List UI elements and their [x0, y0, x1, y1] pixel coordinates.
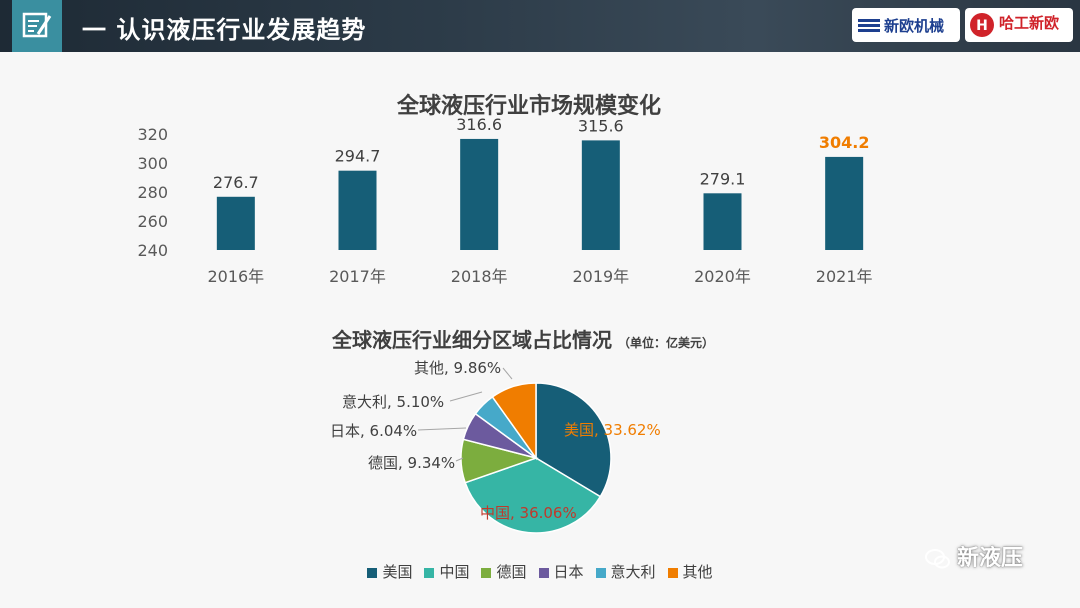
pie-chart-title: 全球液压行业细分区域占比情况 （单位：亿美元）: [332, 324, 714, 353]
slice-label: 中国, 36.06%: [480, 504, 577, 522]
edit-note-icon: [22, 12, 52, 38]
legend-label: 德国: [496, 563, 527, 581]
pie-chart-title-text: 全球液压行业细分区域占比情况: [332, 328, 612, 352]
slice-label: 日本, 6.04%: [330, 422, 417, 440]
slice-label: 其他, 9.86%: [414, 359, 501, 377]
leader-line: [417, 427, 467, 431]
data-label: 315.6: [578, 116, 624, 135]
legend-swatch: [538, 567, 549, 578]
pie-chart: 美国, 33.62% 中国, 36.06% 德国, 9.34% 日本, 6.04% 意大…: [330, 359, 661, 534]
data-label: 304.2: [819, 133, 870, 152]
x-tick-label: 2016年: [207, 267, 264, 286]
legend-label: 日本: [553, 563, 584, 581]
bar: [703, 193, 742, 250]
data-label: 294.7: [335, 147, 381, 166]
slice-label: 美国, 33.62%: [564, 421, 661, 439]
bar-chart: 240 260 280 300 320 276.7 2016年 294.7 2017年 316.6…: [137, 115, 873, 286]
header-bar: 一 认识液压行业发展趋势 新欧机械 H 哈工新欧: [0, 0, 1080, 64]
pie-chart-unit: （单位：亿美元）: [618, 336, 715, 350]
bar: [338, 170, 377, 250]
y-tick-label: 280: [137, 183, 168, 202]
leader-line: [449, 391, 483, 402]
pie-legend: 美国 中国 德国 日本 意大利 其他: [0, 561, 1080, 582]
bar: [216, 196, 255, 250]
watermark-text: 新液压: [957, 546, 1024, 571]
legend-label: 中国: [439, 563, 470, 581]
slice-label: 意大利, 5.10%: [342, 393, 444, 411]
legend-label: 美国: [382, 563, 413, 581]
data-label: 316.6: [456, 115, 502, 134]
legend-item: 德国: [481, 561, 527, 582]
xinou-logo-mark-icon: [858, 19, 880, 32]
hagong-logo-text: 哈工新欧: [999, 14, 1060, 32]
wechat-icon: [925, 549, 950, 569]
watermark: 新液压: [925, 540, 1023, 572]
hagong-logo-letter: H: [976, 18, 988, 34]
hagong-logo-mark: H: [970, 13, 994, 37]
legend-item: 日本: [538, 561, 584, 582]
legend-item: 意大利: [595, 561, 656, 582]
x-tick-label: 2017年: [329, 267, 386, 286]
legend-item: 中国: [424, 561, 469, 582]
xinou-logo-text: 新欧机械: [884, 17, 945, 35]
slice-label: 德国, 9.34%: [368, 454, 455, 472]
pie-slice: [464, 457, 602, 534]
legend-swatch: [367, 567, 378, 578]
slide-content: 全球液压行业市场规模变化 240 260 280 300 320 276.7 2016年 29…: [0, 52, 1080, 608]
data-label: 279.1: [700, 169, 746, 188]
bar: [460, 138, 499, 250]
y-tick-label: 300: [137, 154, 168, 173]
x-tick-label: 2019年: [572, 267, 629, 286]
legend-swatch: [595, 567, 606, 578]
legend-swatch: [667, 567, 678, 578]
legend-label: 其他: [682, 563, 713, 581]
leader-line: [455, 457, 464, 462]
y-tick-label: 320: [137, 125, 168, 144]
x-tick-label: 2020年: [694, 267, 751, 286]
legend-item: 美国: [367, 561, 412, 582]
legend-item: 其他: [667, 561, 713, 582]
leader-line: [502, 367, 513, 380]
page-title: 一 认识液压行业发展趋势: [82, 16, 367, 44]
bar: [825, 156, 864, 250]
xinou-logo: 新欧机械: [852, 8, 960, 42]
bar: [581, 140, 620, 250]
legend-swatch: [481, 567, 492, 578]
legend-label: 意大利: [610, 563, 656, 581]
pie-slice: [491, 382, 537, 461]
y-tick-label: 260: [137, 212, 168, 231]
x-tick-label: 2018年: [451, 267, 508, 286]
y-tick-label: 240: [137, 241, 168, 260]
x-tick-label: 2021年: [816, 267, 873, 286]
hagong-logo: H 哈工新欧: [965, 8, 1073, 42]
bar-chart-title: 全球液压行业市场规模变化: [396, 94, 661, 119]
data-label: 276.7: [213, 173, 259, 192]
legend-swatch: [424, 567, 435, 578]
pie-slice: [535, 382, 612, 498]
